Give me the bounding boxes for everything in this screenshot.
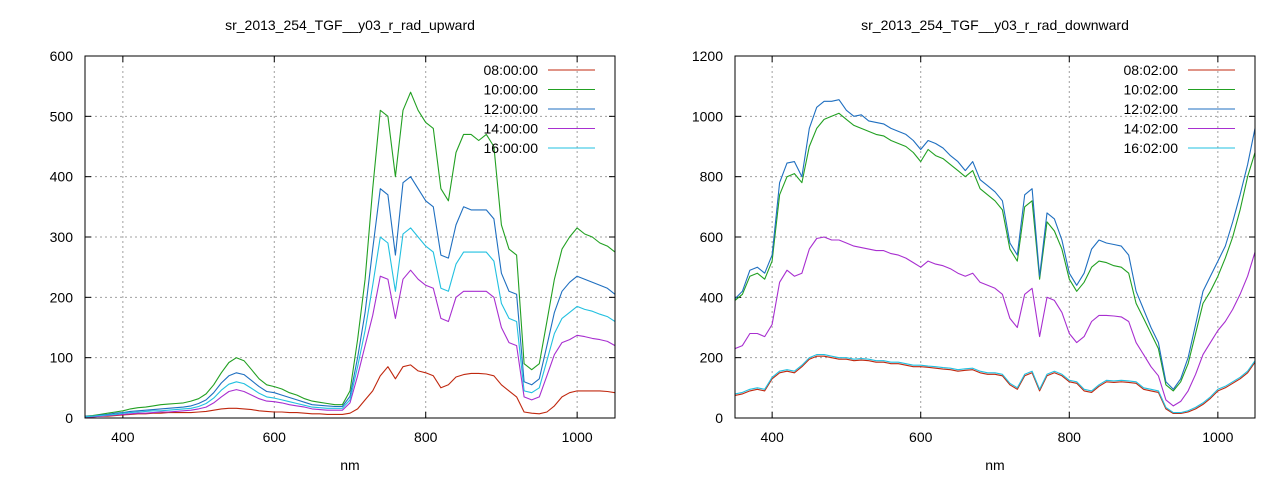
x-axis-label: nm: [340, 457, 359, 473]
plot-frame: [84, 55, 616, 419]
y-tick-label: 400: [50, 169, 74, 185]
series-line-14:02:00: [735, 236, 1255, 407]
y-tick-label: 200: [700, 350, 724, 366]
y-tick-label: 400: [700, 289, 724, 305]
x-tick-label: 800: [414, 429, 438, 445]
chart-upward: sr_2013_254_TGF__y03_r_rad_upward 0 100 200…: [50, 17, 616, 473]
legend-label: 08:02:00: [1124, 62, 1179, 78]
series-line-08:00:00: [85, 364, 615, 418]
plot-frame: [734, 55, 1256, 419]
series-line-12:02:00: [735, 99, 1255, 390]
legend-label: 14:02:00: [1124, 121, 1179, 137]
series-line-16:02:00: [735, 354, 1255, 414]
chart-downward: sr_2013_254_TGF__y03_r_rad_downward 0 200 4…: [640, 0, 1280, 480]
y-tick-label: 200: [50, 289, 74, 305]
y-tick-label: 1000: [692, 108, 723, 124]
series-line-10:02:00: [735, 112, 1255, 392]
series-line-08:02:00: [735, 355, 1255, 415]
x-tick-label: 400: [760, 429, 784, 445]
y-tick-label: 100: [50, 350, 74, 366]
legend-label: 16:00:00: [484, 140, 539, 156]
series-line-16:00:00: [85, 227, 615, 418]
chart-title: sr_2013_254_TGF__y03_r_rad_upward: [225, 17, 475, 33]
x-tick-label: 600: [263, 429, 287, 445]
legend: 08:00:00 10:00:00 12:00:00 14:00:00 16:00:00: [484, 62, 595, 156]
y-tick-label: 600: [700, 229, 724, 245]
legend-label: 16:02:00: [1124, 140, 1179, 156]
legend-label: 10:02:00: [1124, 82, 1179, 98]
chart-upward-svg: sr_2013_254_TGF__y03_r_rad_upward 0 100 200…: [50, 17, 616, 473]
series-group: [735, 99, 1255, 415]
legend-label: 08:00:00: [484, 62, 539, 78]
grid: [85, 56, 615, 418]
chart-title: sr_2013_254_TGF__y03_r_rad_downward: [861, 17, 1129, 33]
series-line-12:00:00: [85, 176, 615, 417]
legend-label: 12:00:00: [484, 101, 539, 117]
legend-label: 12:02:00: [1124, 101, 1179, 117]
y-tick-label: 0: [715, 410, 723, 426]
chart-downward-svg: sr_2013_254_TGF__y03_r_rad_downward 0 200 4…: [692, 17, 1256, 473]
series-line-10:00:00: [85, 91, 615, 417]
x-tick-label: 1000: [1202, 429, 1233, 445]
series-group: [85, 91, 615, 418]
series-line-14:00:00: [85, 269, 615, 418]
x-tick-label: 400: [111, 429, 135, 445]
legend-label: 10:00:00: [484, 82, 539, 98]
legend-label: 14:00:00: [484, 121, 539, 137]
x-axis-label: nm: [985, 457, 1004, 473]
y-tick-label: 800: [700, 169, 724, 185]
y-tick-label: 0: [65, 410, 73, 426]
y-tick-label: 500: [50, 108, 74, 124]
legend: 08:02:00 10:02:00 12:02:00 14:02:00 16:02:00: [1124, 62, 1235, 156]
x-tick-label: 1000: [562, 429, 593, 445]
x-tick-label: 600: [909, 429, 933, 445]
x-tick-label: 800: [1058, 429, 1082, 445]
y-tick-label: 600: [50, 48, 74, 64]
y-tick-label: 300: [50, 229, 74, 245]
y-tick-label: 1200: [692, 48, 723, 64]
